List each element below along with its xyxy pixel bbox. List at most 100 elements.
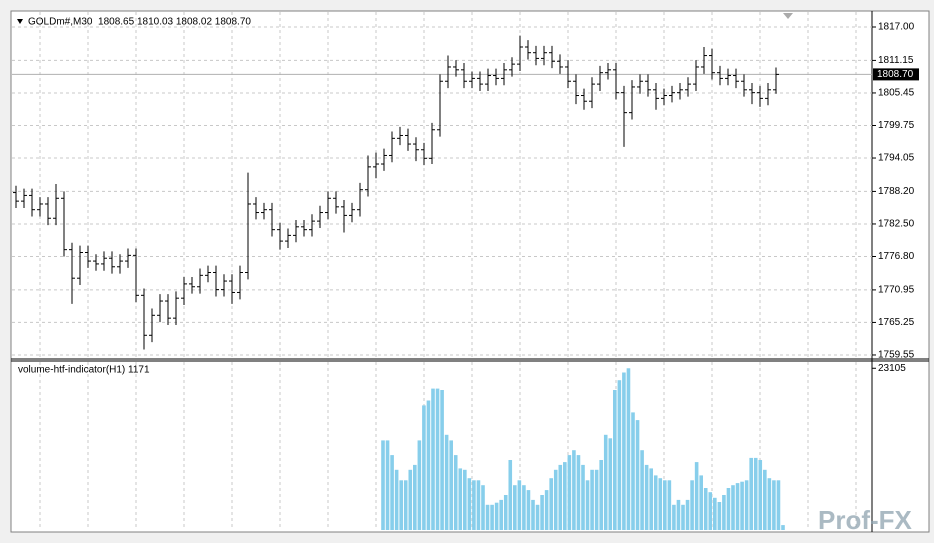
volume-bar — [644, 464, 649, 530]
price-bar — [413, 137, 419, 162]
volume-bar — [649, 468, 653, 530]
volume-bar — [713, 497, 717, 530]
price-bar — [149, 308, 155, 343]
volume-bar — [476, 480, 481, 530]
price-bar — [397, 126, 403, 146]
y-tick-label: 1799.75 — [878, 120, 915, 131]
price-bar — [165, 294, 171, 326]
price-bar — [421, 142, 427, 166]
price-bar — [485, 68, 491, 91]
price-bar — [725, 68, 731, 86]
price-bar — [269, 202, 275, 237]
volume-bar — [403, 480, 408, 530]
current-price-label: 1808.70 — [877, 69, 914, 80]
price-bar — [141, 288, 147, 350]
y-tick-label: 1805.45 — [878, 88, 915, 99]
price-bar — [205, 265, 211, 283]
price-bar — [549, 45, 555, 69]
price-bar — [629, 80, 635, 120]
volume-bar — [553, 469, 558, 530]
price-bar — [301, 219, 307, 237]
volume-bar — [590, 469, 594, 530]
volume-bar — [622, 372, 626, 530]
volume-bar — [767, 478, 772, 530]
volume-bar — [544, 490, 549, 530]
volume-bar — [535, 504, 540, 530]
watermark: Prof-FX — [818, 505, 913, 535]
y-tick-label: 1817.00 — [878, 22, 915, 33]
price-bar — [749, 82, 755, 105]
price-bar — [237, 265, 243, 300]
volume-bar — [631, 412, 635, 530]
y-tick-label: 1759.55 — [878, 350, 915, 361]
volume-bar — [490, 504, 494, 530]
price-bar — [741, 74, 747, 97]
price-bar — [701, 46, 707, 74]
price-bar — [429, 122, 435, 165]
price-bar — [581, 88, 587, 110]
volume-bar — [608, 438, 613, 530]
volume-bar — [617, 380, 622, 530]
price-bar — [661, 88, 667, 106]
volume-bar — [567, 455, 572, 530]
volume-bar — [781, 525, 785, 530]
price-bar — [253, 197, 259, 220]
volume-bar — [667, 480, 672, 530]
volume-bar — [685, 499, 690, 530]
volume-bar — [422, 405, 426, 530]
marks — [12, 35, 872, 530]
volume-bar — [653, 475, 658, 530]
price-bar — [509, 57, 515, 77]
price-bar — [685, 77, 691, 97]
price-bar — [189, 277, 195, 294]
price-bar — [517, 35, 523, 71]
price-bar — [77, 245, 83, 286]
price-bar — [181, 277, 187, 306]
menu-arrow[interactable] — [17, 19, 23, 24]
price-bar — [85, 245, 91, 268]
price-bar — [333, 191, 339, 214]
volume-bar — [426, 400, 431, 530]
current-price-box — [873, 68, 919, 81]
price-bar — [309, 214, 315, 237]
volume-bar — [613, 390, 617, 530]
volume-bar — [444, 434, 449, 530]
price-bar — [461, 62, 467, 89]
price-bar — [221, 274, 227, 297]
price-bar — [645, 74, 651, 97]
price-bar — [365, 155, 371, 197]
price-bar — [757, 85, 763, 107]
volume-bar — [599, 460, 603, 530]
price-bar — [669, 85, 675, 103]
volume-bar — [708, 492, 713, 530]
price-bar — [613, 62, 619, 100]
price-bar — [61, 191, 67, 257]
price-bar — [101, 251, 107, 271]
volume-bar — [776, 480, 781, 530]
y-tick-label: 1811.15 — [878, 55, 914, 66]
volume-bar — [381, 440, 385, 530]
volume-bar — [672, 504, 676, 530]
volume-bar — [394, 469, 399, 530]
price-bar — [493, 68, 499, 86]
volume-bar — [640, 450, 644, 530]
price-bar — [349, 202, 355, 223]
price-bar — [325, 191, 331, 220]
price-bar — [29, 188, 35, 217]
volume-bar — [581, 464, 585, 530]
volume-bar — [417, 440, 422, 530]
volume-bar — [676, 499, 681, 530]
volume-bar — [399, 480, 403, 530]
price-bar — [317, 205, 323, 228]
indicator-title: volume-htf-indicator(H1) 1171 — [18, 365, 150, 376]
price-bar — [405, 128, 411, 151]
price-bar — [533, 45, 539, 66]
volume-bar — [517, 480, 522, 530]
price-bar — [261, 202, 267, 220]
price-bar — [717, 65, 723, 86]
y-tick-label: 1788.20 — [878, 186, 915, 197]
volume-bar — [549, 478, 553, 530]
volume-bar — [749, 457, 753, 530]
volume-bar — [531, 499, 535, 530]
volume-bar — [453, 455, 458, 530]
